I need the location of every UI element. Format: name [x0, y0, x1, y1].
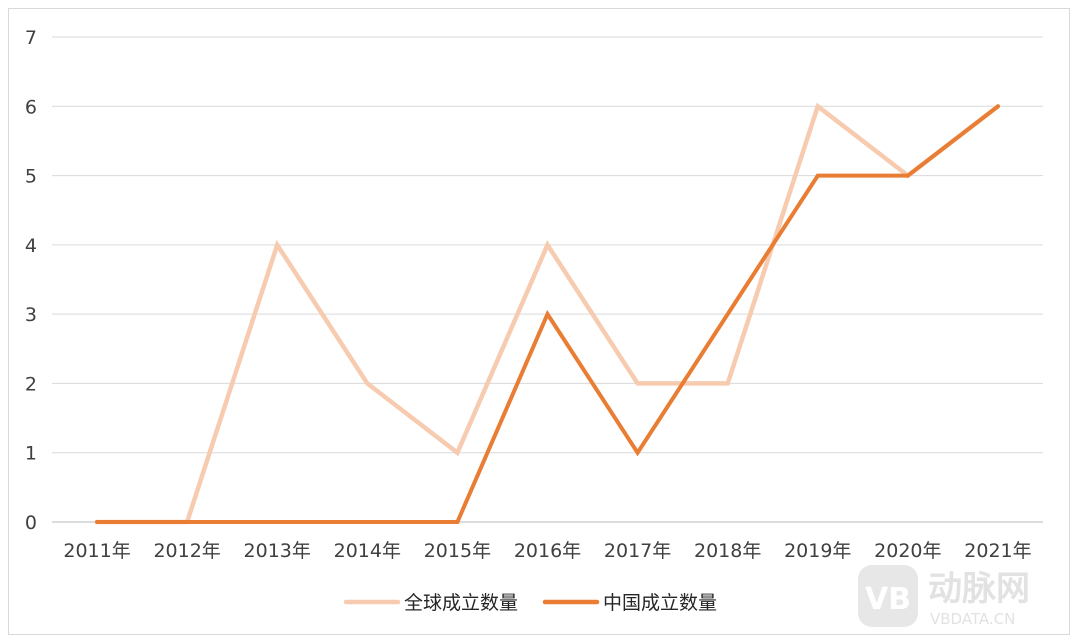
- legend-label-0: 全球成立数量: [404, 592, 518, 614]
- x-tick-label: 2012年: [153, 540, 220, 562]
- watermark-url: VBDATA.CN: [930, 610, 1015, 628]
- x-tick-label: 2011年: [63, 540, 130, 562]
- x-tick-label: 2015年: [424, 540, 491, 562]
- y-tick-label: 7: [25, 27, 37, 49]
- watermark-logo-icon: [858, 565, 918, 627]
- chart-frame: [8, 8, 1070, 635]
- x-tick-label: 2013年: [244, 540, 311, 562]
- x-tick-label: 2019年: [784, 540, 851, 562]
- x-tick-label: 2014年: [334, 540, 401, 562]
- x-axis-ticks: 2011年 2012年 2013年 2014年 2015年 2016年 2017年 2018年…: [63, 540, 1031, 562]
- y-tick-label: 3: [25, 304, 37, 326]
- series-line-0: [94, 102, 1001, 525]
- x-tick-label: 2017年: [604, 540, 671, 562]
- y-tick-label: 2: [25, 373, 37, 395]
- x-tick-label: 2021年: [964, 540, 1031, 562]
- series-lines: [94, 102, 1001, 525]
- watermark-brand: 动脉网: [928, 569, 1030, 609]
- y-tick-label: 6: [25, 96, 37, 118]
- series-line-1: [95, 104, 1000, 524]
- y-tick-label: 1: [25, 443, 37, 465]
- y-axis-ticks: 0 1 2 3 4 5 6 7: [25, 27, 37, 534]
- x-tick-label: 2018年: [694, 540, 761, 562]
- watermark-logo-letters: VB: [865, 582, 911, 617]
- y-tick-label: 4: [25, 235, 37, 257]
- legend: 全球成立数量 中国成立数量: [343, 592, 717, 614]
- y-tick-label: 0: [25, 512, 37, 534]
- y-tick-label: 5: [25, 166, 37, 188]
- x-tick-label: 2016年: [514, 540, 581, 562]
- watermark: VB 动脉网 VBDATA.CN: [858, 565, 1030, 628]
- legend-label-1: 中国成立数量: [603, 592, 717, 614]
- x-tick-label: 2020年: [874, 540, 941, 562]
- gridlines: [52, 36, 1043, 523]
